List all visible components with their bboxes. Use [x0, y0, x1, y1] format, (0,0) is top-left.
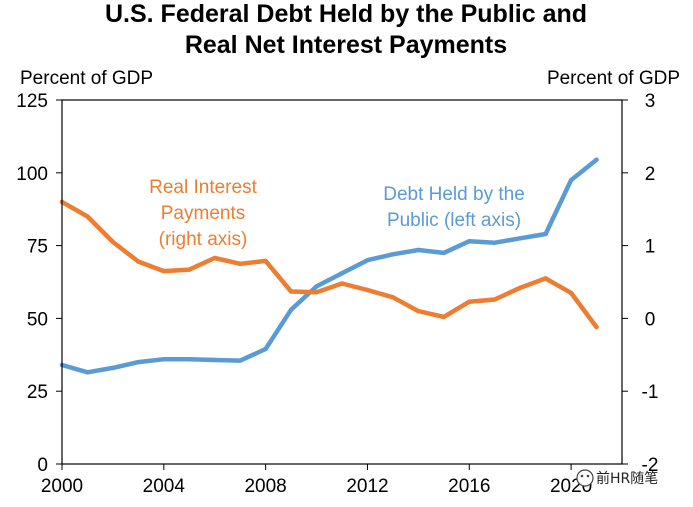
debt-series-line	[59, 157, 599, 375]
debt-data-point	[365, 258, 370, 263]
debt-data-point	[492, 240, 497, 245]
interest-data-point	[518, 285, 523, 290]
plot-area-frame	[61, 99, 623, 465]
debt-data-point	[238, 358, 243, 363]
chart-title-line2: Real Net Interest Payments	[185, 31, 507, 59]
interest-data-point	[110, 239, 116, 245]
debt-data-point	[339, 271, 345, 276]
left-tick-label: 75	[27, 237, 48, 258]
chart-title-line1: U.S. Federal Debt Held by the Public and	[105, 0, 587, 28]
debt-data-point	[390, 252, 396, 257]
x-tick-label: 2000	[41, 476, 83, 497]
interest-data-point	[314, 290, 319, 295]
interest-data-point	[238, 261, 243, 266]
debt-series-label: Public (left axis)	[387, 210, 521, 231]
interest-series-label: Real Interest	[149, 177, 257, 198]
interest-data-point	[441, 314, 446, 320]
left-tick-label: 100	[16, 164, 48, 185]
interest-series-line	[59, 199, 599, 330]
x-tick-label: 2016	[448, 476, 490, 497]
debt-data-point	[314, 284, 319, 289]
left-axis-ticks: 0 25 50 75 100 125	[16, 91, 62, 476]
x-tick-label: 2004	[143, 476, 186, 497]
interest-data-point	[492, 297, 497, 302]
interest-data-point	[339, 281, 345, 286]
debt-data-point	[161, 357, 166, 362]
interest-data-point	[594, 324, 599, 330]
debt-data-point	[543, 231, 548, 237]
debt-data-point	[467, 239, 472, 244]
left-tick-label: 50	[27, 309, 48, 330]
left-axis-unit-label: Percent of GDP	[20, 68, 153, 89]
interest-series-label: Payments	[161, 203, 245, 224]
debt-data-point	[568, 177, 574, 183]
interest-data-point	[136, 259, 141, 264]
debt-series-label: Debt Held by the	[383, 184, 525, 205]
interest-data-point	[365, 287, 370, 293]
debt-data-point	[288, 307, 294, 312]
debt-data-point	[594, 157, 599, 162]
right-tick-label: -2	[642, 455, 659, 476]
debt-data-point	[441, 250, 446, 256]
interest-data-point	[568, 290, 574, 296]
x-tick-label: 2008	[244, 476, 286, 497]
debt-data-point	[212, 357, 217, 363]
interest-data-point	[467, 299, 472, 304]
debt-data-point	[110, 365, 116, 371]
interest-data-point	[212, 255, 217, 261]
wechat-icon	[576, 469, 594, 487]
right-axis-unit-label: Percent of GDP	[547, 68, 680, 89]
debt-data-point	[518, 236, 523, 241]
debt-data-point	[136, 359, 141, 365]
left-tick-label: 0	[37, 455, 48, 476]
debt-data-point	[416, 247, 421, 253]
x-axis-ticks: 2000 2004 2008 2012 2016 2020	[41, 464, 592, 497]
interest-data-point	[288, 289, 294, 294]
right-tick-label: 0	[645, 309, 656, 330]
debt-data-point	[187, 357, 192, 362]
right-tick-label: 3	[645, 91, 656, 112]
watermark-text: 前HR随笔	[596, 470, 658, 487]
interest-data-point	[187, 267, 192, 272]
series-layer: Debt Held by the Public (left axis) Real I…	[59, 157, 599, 375]
interest-data-point	[85, 214, 90, 219]
watermark: 前HR随笔	[576, 469, 658, 487]
interest-data-point	[390, 295, 396, 300]
left-tick-label: 125	[16, 91, 48, 112]
interest-data-point	[263, 258, 268, 264]
interest-data-point	[543, 276, 548, 281]
right-axis-ticks: -2 -1 0 1 2 3	[622, 91, 658, 476]
right-tick-label: 2	[645, 164, 656, 185]
debt-data-point	[85, 370, 90, 375]
right-tick-label: -1	[642, 382, 659, 403]
interest-data-point	[416, 308, 421, 314]
debt-data-point	[263, 346, 268, 352]
interest-series-label: (right axis)	[159, 229, 248, 250]
right-tick-label: 1	[645, 237, 656, 258]
left-tick-label: 25	[27, 382, 48, 403]
x-tick-label: 2012	[346, 476, 388, 497]
interest-data-point	[161, 268, 166, 274]
